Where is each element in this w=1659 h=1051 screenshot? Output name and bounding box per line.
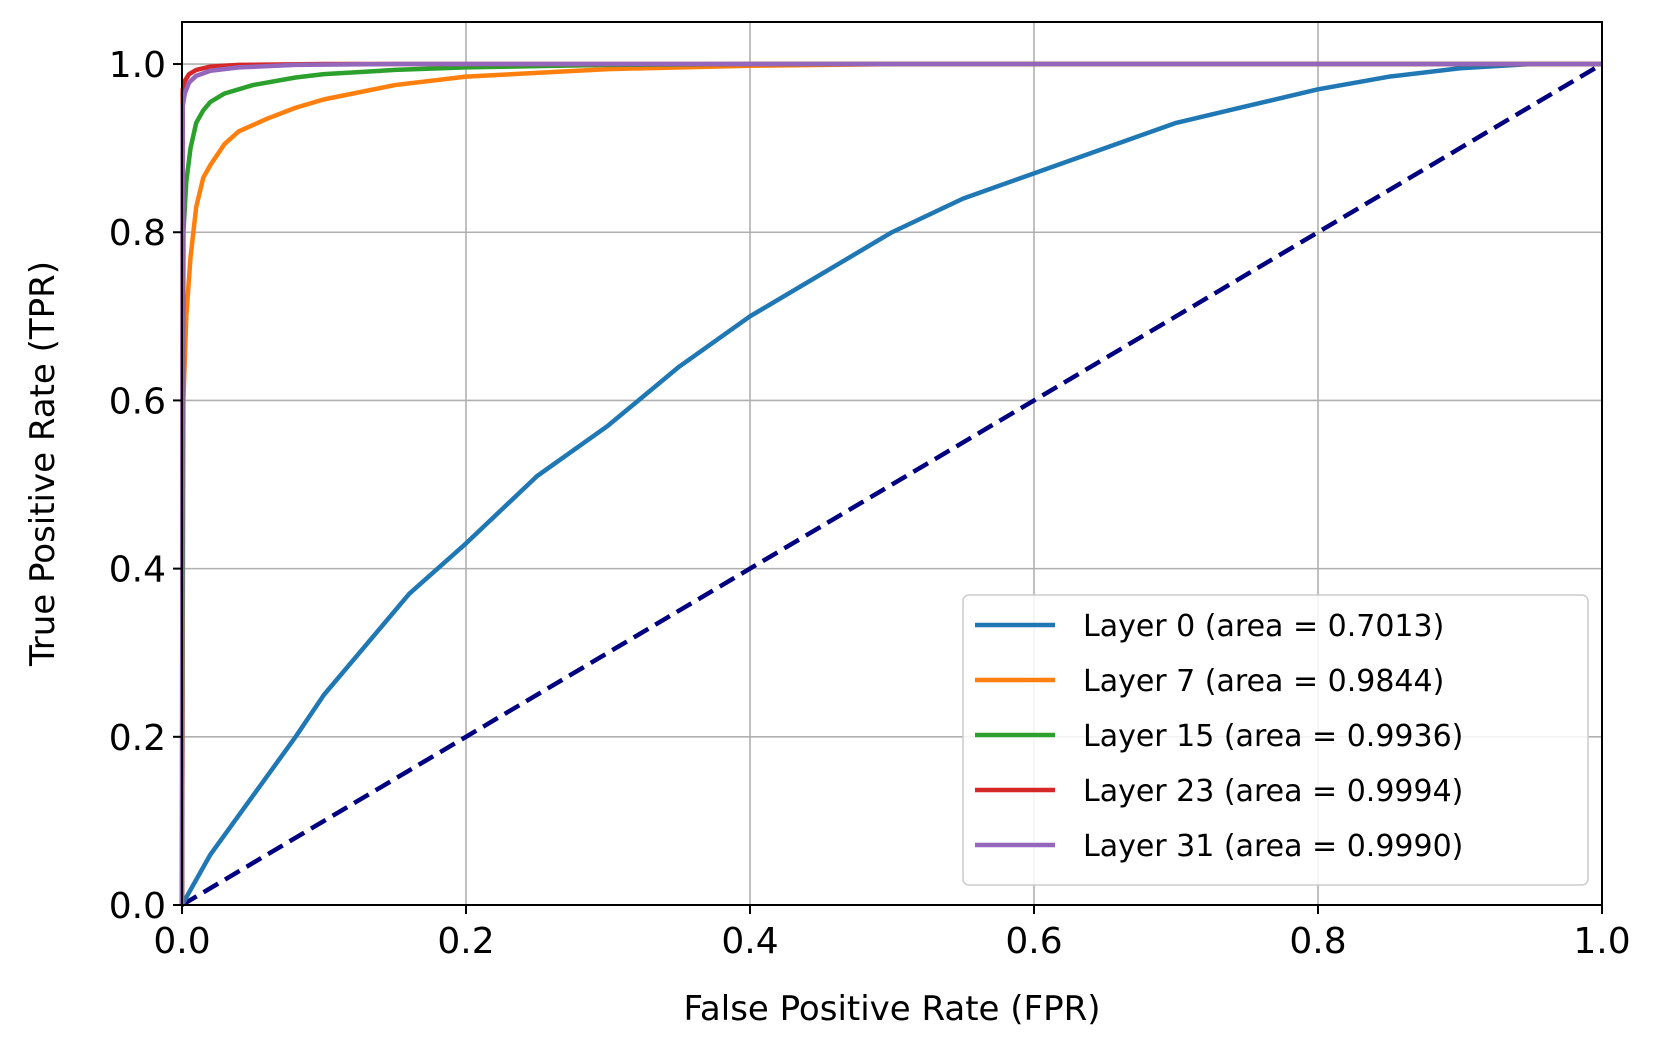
- y-tick-label: 1.0: [109, 45, 166, 86]
- x-tick-label: 0.4: [721, 921, 778, 962]
- y-tick-label: 0.8: [109, 213, 166, 254]
- y-axis-label: True Positive Rate (TPR): [23, 261, 63, 667]
- x-tick-label: 0.6: [1005, 921, 1062, 962]
- legend: Layer 0 (area = 0.7013) Layer 7 (area = 0…: [962, 594, 1589, 886]
- series-line-1: [179, 61, 1602, 906]
- x-tick-label: 0.2: [437, 921, 494, 962]
- series-group: [179, 61, 1602, 907]
- legend-label: Layer 23 (area = 0.9994): [1083, 774, 1463, 809]
- legend-label: Layer 0 (area = 0.7013): [1083, 609, 1444, 644]
- y-tick-label: 0.6: [109, 381, 166, 422]
- x-tick-label: 0.8: [1289, 921, 1346, 962]
- legend-label: Layer 15 (area = 0.9936): [1083, 719, 1463, 754]
- legend-label: Layer 7 (area = 0.9844): [1083, 664, 1444, 699]
- y-tick-label: 0.4: [109, 550, 166, 591]
- reference-line: [180, 62, 1604, 907]
- series-line-4: [179, 61, 1602, 906]
- y-tick-label: 0.2: [109, 718, 166, 759]
- x-axis-label: False Positive Rate (FPR): [683, 989, 1100, 1029]
- legend-box: [962, 594, 1589, 886]
- reference-line-group: [180, 62, 1604, 907]
- ticks: 0.0 0.2 0.4 0.6 0.8 1.0 0.0 0.2 0.4 0.6 0.8 1.0: [109, 45, 1631, 962]
- x-tick-label: 0.0: [153, 921, 210, 962]
- legend-label: Layer 31 (area = 0.9990): [1083, 829, 1463, 864]
- series-line-0: [180, 61, 1602, 907]
- plot-frame: [181, 21, 1603, 906]
- y-tick-label: 0.0: [109, 886, 166, 927]
- x-tick-label: 1.0: [1573, 921, 1630, 962]
